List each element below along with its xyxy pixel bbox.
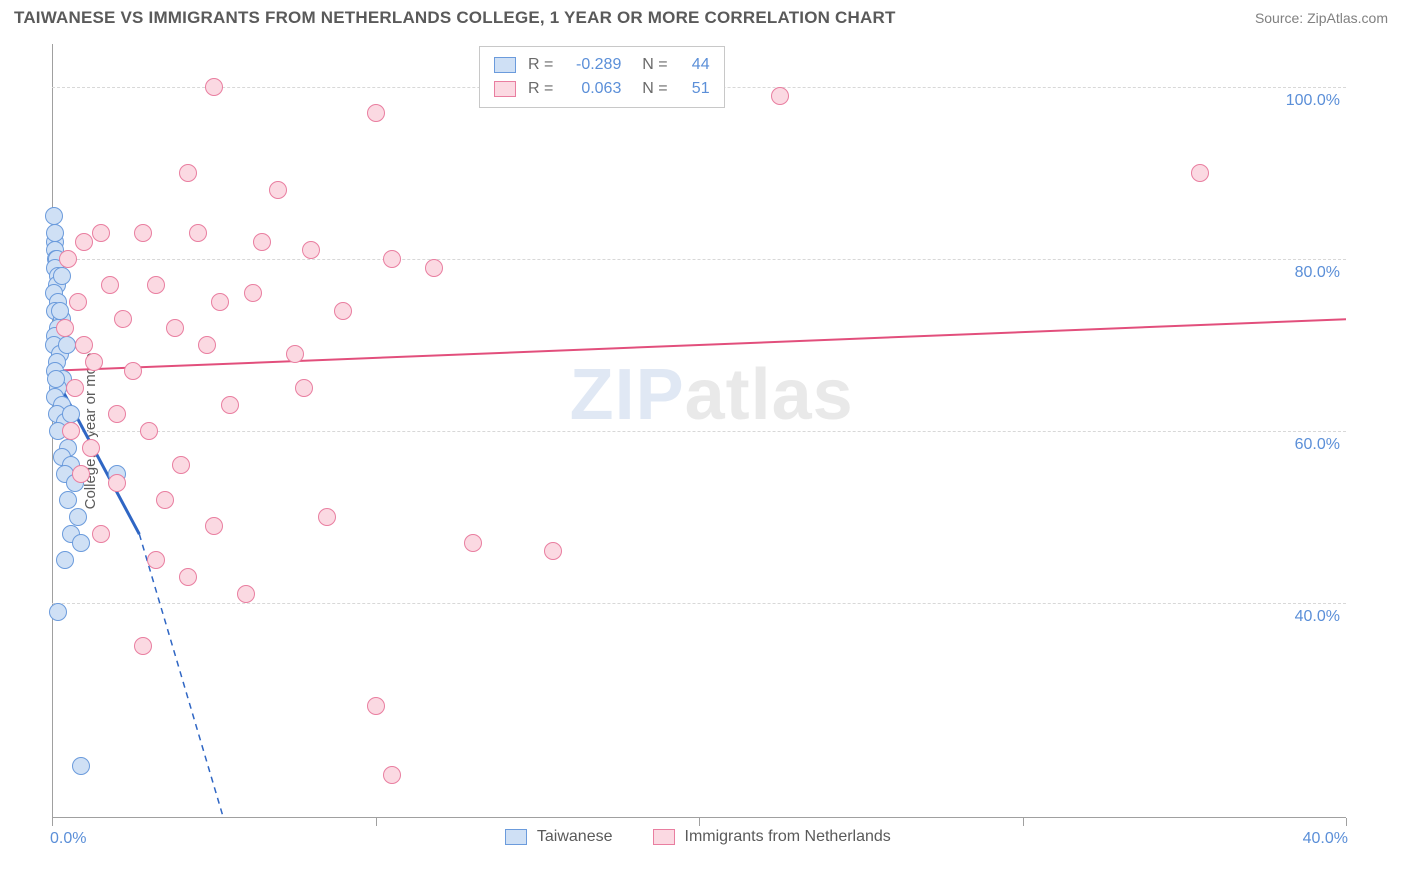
stat-r-value: -0.289	[565, 53, 621, 77]
stat-r-label: R =	[528, 53, 553, 77]
scatter-point	[205, 78, 223, 96]
scatter-point	[92, 224, 110, 242]
legend-swatch	[494, 57, 516, 73]
stat-r-label: R =	[528, 77, 553, 101]
scatter-point	[179, 568, 197, 586]
scatter-point	[53, 267, 71, 285]
scatter-point	[147, 276, 165, 294]
scatter-point	[51, 302, 69, 320]
scatter-point	[101, 276, 119, 294]
scatter-point	[383, 250, 401, 268]
legend-label: Immigrants from Netherlands	[685, 828, 891, 846]
scatter-point	[367, 104, 385, 122]
scatter-point	[205, 517, 223, 535]
x-tick	[376, 818, 377, 826]
series-legend: Taiwanese Immigrants from Netherlands	[505, 828, 891, 846]
scatter-point	[425, 259, 443, 277]
scatter-point	[140, 422, 158, 440]
legend-swatch	[653, 829, 675, 845]
source-label: Source: ZipAtlas.com	[1255, 10, 1388, 26]
scatter-point	[124, 362, 142, 380]
stat-n-label: N =	[633, 53, 667, 77]
x-tick-label: 40.0%	[1303, 830, 1348, 848]
scatter-point	[286, 345, 304, 363]
x-tick	[52, 818, 53, 826]
chart-header: TAIWANESE VS IMMIGRANTS FROM NETHERLANDS…	[0, 0, 1406, 32]
scatter-point	[69, 508, 87, 526]
scatter-point	[72, 534, 90, 552]
scatter-point	[211, 293, 229, 311]
scatter-point	[56, 319, 74, 337]
scatter-point	[221, 396, 239, 414]
scatter-point	[147, 551, 165, 569]
scatter-point	[85, 353, 103, 371]
scatter-point	[49, 603, 67, 621]
scatter-point	[92, 525, 110, 543]
scatter-point	[771, 87, 789, 105]
scatter-point	[198, 336, 216, 354]
stat-n-value: 51	[680, 77, 710, 101]
x-tick	[699, 818, 700, 826]
scatter-point	[166, 319, 184, 337]
scatter-point	[383, 766, 401, 784]
scatter-point	[544, 542, 562, 560]
stats-legend: R = -0.289 N = 44 R = 0.063 N = 51	[479, 46, 725, 108]
x-tick-label: 0.0%	[50, 830, 86, 848]
stat-n-value: 44	[680, 53, 710, 77]
scatter-point	[72, 465, 90, 483]
scatter-point	[75, 233, 93, 251]
stats-row: R = -0.289 N = 44	[494, 53, 710, 77]
scatter-point	[47, 370, 65, 388]
scatter-point	[367, 697, 385, 715]
scatter-point	[66, 379, 84, 397]
scatter-point	[295, 379, 313, 397]
stats-row: R = 0.063 N = 51	[494, 77, 710, 101]
scatter-point	[1191, 164, 1209, 182]
x-tick	[1346, 818, 1347, 826]
scatter-point	[189, 224, 207, 242]
scatter-point	[302, 241, 320, 259]
regression-overlay	[52, 44, 1346, 818]
scatter-point	[179, 164, 197, 182]
scatter-point	[464, 534, 482, 552]
scatter-point	[69, 293, 87, 311]
scatter-point	[59, 491, 77, 509]
scatter-point	[108, 474, 126, 492]
scatter-point	[72, 757, 90, 775]
scatter-point	[318, 508, 336, 526]
legend-item: Taiwanese	[505, 828, 613, 846]
scatter-point	[269, 181, 287, 199]
scatter-point	[156, 491, 174, 509]
scatter-point	[59, 250, 77, 268]
scatter-point	[237, 585, 255, 603]
legend-item: Immigrants from Netherlands	[653, 828, 891, 846]
scatter-point	[134, 637, 152, 655]
scatter-point	[244, 284, 262, 302]
scatter-point	[108, 405, 126, 423]
scatter-point	[75, 336, 93, 354]
legend-label: Taiwanese	[537, 828, 613, 846]
x-tick	[1023, 818, 1024, 826]
scatter-point	[62, 422, 80, 440]
scatter-point	[172, 456, 190, 474]
scatter-point	[62, 405, 80, 423]
chart-container: College, 1 year or more ZIPatlas 40.0%60…	[14, 36, 1354, 826]
scatter-point	[334, 302, 352, 320]
scatter-point	[46, 224, 64, 242]
stat-r-value: 0.063	[565, 77, 621, 101]
scatter-point	[82, 439, 100, 457]
scatter-point	[56, 551, 74, 569]
scatter-point	[114, 310, 132, 328]
chart-title: TAIWANESE VS IMMIGRANTS FROM NETHERLANDS…	[14, 8, 896, 28]
regression-line	[52, 319, 1346, 371]
stat-n-label: N =	[633, 77, 667, 101]
scatter-point	[253, 233, 271, 251]
scatter-point	[45, 207, 63, 225]
legend-swatch	[505, 829, 527, 845]
plot-area: ZIPatlas 40.0%60.0%80.0%100.0%R =-0.289 …	[52, 44, 1346, 818]
scatter-point	[58, 336, 76, 354]
legend-swatch	[494, 81, 516, 97]
scatter-point	[134, 224, 152, 242]
